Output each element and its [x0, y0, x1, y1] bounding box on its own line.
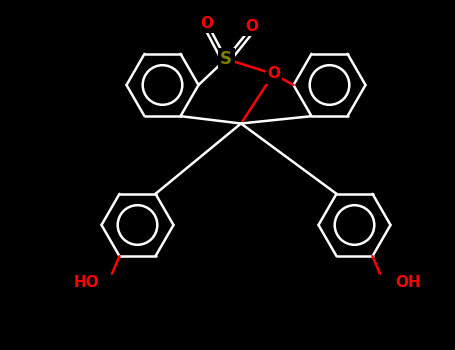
Text: O: O: [246, 19, 258, 34]
Text: S: S: [220, 50, 232, 68]
Text: O: O: [201, 15, 213, 30]
Text: O: O: [267, 66, 280, 82]
Text: HO: HO: [74, 275, 100, 290]
Text: OH: OH: [395, 275, 421, 290]
